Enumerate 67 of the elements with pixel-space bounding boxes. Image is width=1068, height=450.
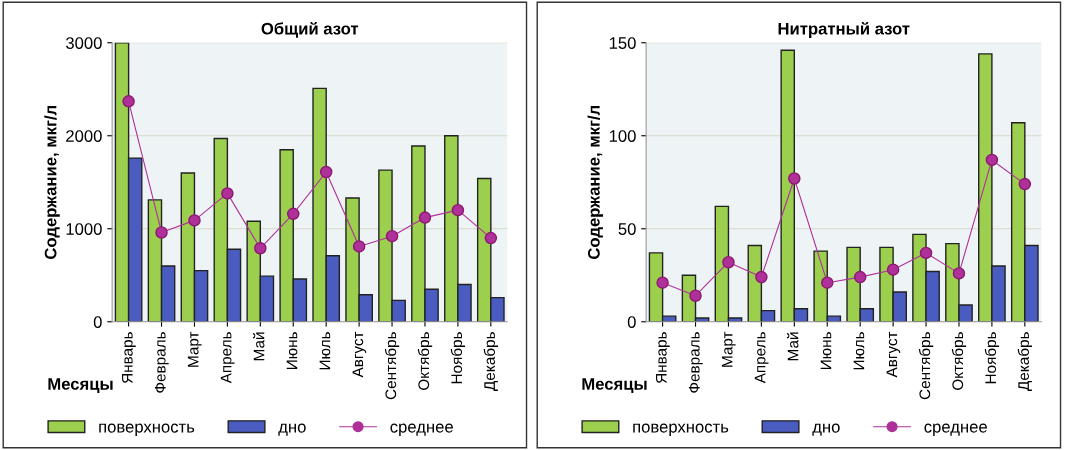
y-tick-label: 150 <box>609 37 636 49</box>
x-tick-label: Январь <box>122 332 136 384</box>
x-tick-label: Апрель <box>754 332 769 384</box>
point <box>385 229 399 243</box>
x-tick-label: Декабрь <box>1017 332 1033 391</box>
point <box>352 240 366 253</box>
x-tick-label: Апрель <box>220 332 235 384</box>
x-tick-label: Январь <box>656 332 670 384</box>
point <box>788 172 801 185</box>
x-tick-label: Август <box>886 331 901 378</box>
x-tick-label: Март <box>721 331 736 367</box>
x-tick-label: Сентябрь <box>384 332 400 400</box>
y-axis-title: Содержание, мкг/л <box>44 106 60 259</box>
point <box>484 231 498 245</box>
x-tick-label: Сентябрь <box>918 332 934 400</box>
point <box>155 226 168 239</box>
y-tick-label: 0 <box>627 316 636 328</box>
x-tick-label: Февраль <box>154 332 169 393</box>
x-tick-label: Ноябрь <box>450 332 466 384</box>
point <box>821 276 834 289</box>
y-tick-label: 3000 <box>65 37 102 49</box>
legend-label: дно <box>278 423 306 436</box>
legend-label: дно <box>812 423 840 436</box>
point <box>221 187 234 200</box>
point <box>656 276 669 289</box>
x-tick-label: Май <box>252 332 265 361</box>
y-tick-label: 100 <box>609 130 636 142</box>
x-tick-label: Май <box>786 332 799 361</box>
y-tick-label: 1000 <box>66 223 102 235</box>
x-tick-label: Июль <box>853 332 865 370</box>
point <box>722 255 735 269</box>
point <box>287 207 300 221</box>
point <box>188 214 201 227</box>
x-axis-title: Месяцы <box>48 378 113 393</box>
y-tick-label: 50 <box>618 223 636 235</box>
y-tick-label: 0 <box>93 316 102 328</box>
x-tick-label: Июнь <box>820 332 832 370</box>
x-tick-label: Октябрь <box>951 332 967 390</box>
point <box>853 270 867 284</box>
point <box>919 246 933 260</box>
point <box>985 153 999 167</box>
x-axis-title: Месяцы <box>582 378 647 393</box>
x-tick-label: Июнь <box>286 332 298 370</box>
x-tick-label: Декабрь <box>483 332 499 391</box>
x-tick-label: Июль <box>319 332 331 370</box>
y-axis-title: Содержание, мкг/л <box>587 106 604 259</box>
legend-label: среднее <box>924 423 987 436</box>
point <box>122 95 135 108</box>
y-tick-label: 2000 <box>66 130 102 142</box>
point <box>952 267 966 280</box>
point <box>755 270 768 284</box>
x-tick-label: Февраль <box>688 332 703 393</box>
x-tick-label: Ноябрь <box>984 332 1000 384</box>
point <box>418 211 432 224</box>
x-tick-label: Октябрь <box>417 332 433 390</box>
x-tick-label: Март <box>187 331 202 367</box>
x-tick-label: Август <box>352 331 367 378</box>
legend-label: поверхность <box>633 423 729 436</box>
point <box>319 165 333 179</box>
legend-label: поверхность <box>99 423 195 436</box>
point <box>886 263 900 276</box>
legend-label: среднее <box>390 423 453 436</box>
chart-title: Общий азот <box>261 22 359 38</box>
chart-title: Нитратный азот <box>778 22 910 38</box>
point <box>1018 177 1032 191</box>
point <box>451 203 465 217</box>
point <box>254 242 267 255</box>
